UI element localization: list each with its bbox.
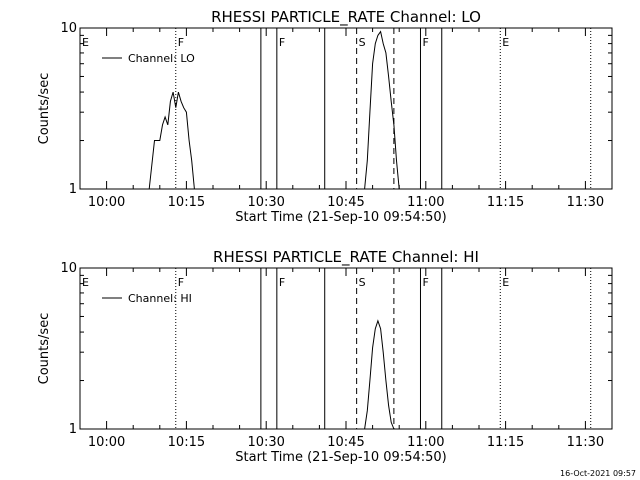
y-tick-label: 10 [60, 21, 77, 36]
x-tick-label: 10:30 [247, 435, 284, 450]
x-tick-label: 11:15 [487, 195, 524, 210]
x-tick-label: 10:15 [168, 195, 205, 210]
x-tick-label: 10:00 [88, 195, 125, 210]
flag-label: F [422, 36, 428, 49]
x-tick-label: 10:15 [168, 435, 205, 450]
flag-label: S [359, 276, 366, 289]
flag-label: F [279, 36, 285, 49]
y-tick-label: 1 [69, 422, 77, 437]
x-tick-label: 11:30 [567, 435, 604, 450]
flag-label: E [82, 36, 89, 49]
flag-label: F [178, 36, 184, 49]
y-axis-label: Counts/sec [37, 73, 52, 145]
generation-timestamp: 16-Oct-2021 09:57 [560, 469, 636, 478]
flag-label: F [279, 276, 285, 289]
series-line-0-segment-0 [148, 91, 197, 190]
chart-title: RHESSI PARTICLE_RATE Channel: HI [213, 248, 479, 267]
x-tick-label: 11:00 [407, 195, 444, 210]
flag-label: E [502, 36, 509, 49]
legend-label: Channel: LO [128, 52, 195, 65]
chart-panel-0: RHESSI PARTICLE_RATE Channel: LO Counts/s… [37, 8, 613, 225]
y-axis-label: Counts/sec [37, 313, 52, 385]
x-axis-label: Start Time (21-Sep-10 09:54:50) [235, 210, 446, 225]
flag-label: F [422, 276, 428, 289]
x-tick-label: 11:15 [487, 435, 524, 450]
chart-title: RHESSI PARTICLE_RATE Channel: LO [211, 8, 481, 27]
x-tick-label: 10:45 [327, 195, 364, 210]
x-tick-label: 10:45 [327, 435, 364, 450]
y-tick-label: 1 [69, 182, 77, 197]
x-tick-label: 10:30 [247, 195, 284, 210]
series-line-0-segment-0 [364, 319, 395, 430]
flag-label: F [178, 276, 184, 289]
flag-label: E [502, 276, 509, 289]
x-axis-label: Start Time (21-Sep-10 09:54:50) [235, 450, 446, 465]
chart-panel-1: RHESSI PARTICLE_RATE Channel: HI Counts/s… [37, 248, 613, 465]
x-tick-label: 11:30 [567, 195, 604, 210]
x-tick-label: 10:00 [88, 435, 125, 450]
flag-label: E [82, 276, 89, 289]
y-tick-label: 10 [60, 261, 77, 276]
series-line-0-segment-1 [364, 30, 400, 190]
legend-label: Channel: HI [128, 292, 192, 305]
x-tick-label: 11:00 [407, 435, 444, 450]
flag-label: S [359, 36, 366, 49]
